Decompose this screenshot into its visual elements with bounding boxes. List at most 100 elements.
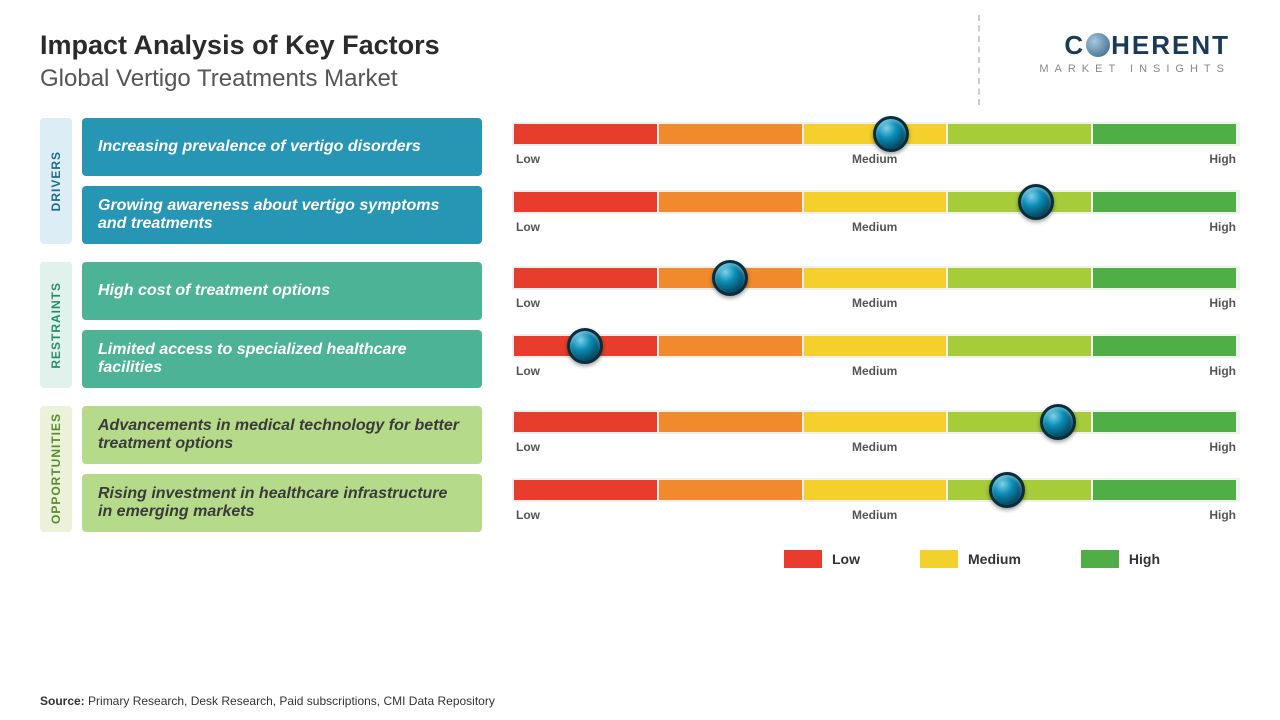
factors-column: Increasing prevalence of vertigo disorde… xyxy=(82,118,1240,244)
scale-label-high: High xyxy=(1209,152,1236,166)
factor-label: Limited access to specialized healthcare… xyxy=(82,330,482,388)
factor-label: High cost of treatment options xyxy=(82,262,482,320)
scale-label-low: Low xyxy=(516,364,540,378)
factors-column: High cost of treatment options Low Medium H… xyxy=(82,262,1240,388)
bar-segment xyxy=(1093,192,1236,212)
scale-label-medium: Medium xyxy=(852,364,897,378)
slider-knob xyxy=(1018,184,1054,220)
impact-slider: Low Medium High xyxy=(512,330,1240,378)
logo-wordmark: C HERENT xyxy=(1039,30,1230,61)
bar-segment xyxy=(948,336,1091,356)
source-text: Primary Research, Desk Research, Paid su… xyxy=(85,694,495,708)
scale-label-medium: Medium xyxy=(852,220,897,234)
title-block: Impact Analysis of Key Factors Global Ve… xyxy=(40,30,440,93)
scale-label-medium: Medium xyxy=(852,440,897,454)
scale-labels: Low Medium High xyxy=(512,364,1240,378)
impact-slider: Low Medium High xyxy=(512,118,1240,166)
scale-labels: Low Medium High xyxy=(512,152,1240,166)
scale-label-medium: Medium xyxy=(852,508,897,522)
gradient-bar xyxy=(512,190,1240,214)
scale-labels: Low Medium High xyxy=(512,508,1240,522)
factor-label: Growing awareness about vertigo symptoms… xyxy=(82,186,482,244)
group-label-text: DRIVERS xyxy=(49,151,63,211)
scale-label-medium: Medium xyxy=(852,152,897,166)
gradient-bar xyxy=(512,266,1240,290)
legend-label: Low xyxy=(832,551,860,567)
legend-swatch xyxy=(784,550,822,568)
scale-labels: LowMediumHigh xyxy=(512,440,1240,454)
legend-swatch xyxy=(920,550,958,568)
factor-group: OPPORTUNITIES Advancements in medical tec… xyxy=(40,406,1240,532)
logo-right: HERENT xyxy=(1111,30,1230,60)
factor-group: DRIVERS Increasing prevalence of vertigo … xyxy=(40,118,1240,244)
slider-knob xyxy=(989,472,1025,508)
factor-row: Increasing prevalence of vertigo disorde… xyxy=(82,118,1240,176)
bar-segment xyxy=(1093,412,1236,432)
impact-slider: LowMediumHigh xyxy=(512,262,1240,310)
group-label: DRIVERS xyxy=(40,118,72,244)
bar-segment xyxy=(804,480,947,500)
scale-label-low: Low xyxy=(516,440,540,454)
scale-label-low: Low xyxy=(516,508,540,522)
scale-label-high: High xyxy=(1209,296,1236,310)
scale-labels: LowMediumHigh xyxy=(512,296,1240,310)
bar-segment xyxy=(1093,124,1236,144)
main-title: Impact Analysis of Key Factors xyxy=(40,30,440,61)
brand-logo: C HERENT MARKET INSIGHTS xyxy=(1039,30,1240,75)
factor-label: Increasing prevalence of vertigo disorde… xyxy=(82,118,482,176)
bar-segment xyxy=(514,480,657,500)
factors-column: Advancements in medical technology for b… xyxy=(82,406,1240,532)
bar-segment xyxy=(659,192,802,212)
logo-tagline: MARKET INSIGHTS xyxy=(1039,63,1230,75)
sub-title: Global Vertigo Treatments Market xyxy=(40,65,440,93)
slider-knob xyxy=(567,328,603,364)
scale-label-high: High xyxy=(1209,508,1236,522)
gradient-bar xyxy=(512,122,1240,146)
header: Impact Analysis of Key Factors Global Ve… xyxy=(40,30,1240,93)
chart-container: Impact Analysis of Key Factors Global Ve… xyxy=(0,0,1280,578)
bar-segment xyxy=(659,480,802,500)
scale-label-low: Low xyxy=(516,152,540,166)
factor-row: Limited access to specialized healthcare… xyxy=(82,330,1240,388)
bar-segment xyxy=(659,124,802,144)
vertical-divider xyxy=(978,15,980,105)
scale-label-low: Low xyxy=(516,296,540,310)
slider-knob xyxy=(1040,404,1076,440)
legend-label: High xyxy=(1129,551,1160,567)
group-label-text: OPPORTUNITIES xyxy=(49,413,63,524)
bar-segment xyxy=(514,268,657,288)
bar-segment xyxy=(1093,336,1236,356)
impact-slider: LowMediumHigh xyxy=(512,406,1240,454)
bar-segment xyxy=(1093,480,1236,500)
impact-slider: LowMediumHigh xyxy=(512,186,1240,234)
factor-row: High cost of treatment options LowMediumH… xyxy=(82,262,1240,320)
logo-left: C xyxy=(1064,30,1085,60)
factor-label: Rising investment in healthcare infrastr… xyxy=(82,474,482,532)
group-label-text: RESTRAINTS xyxy=(49,282,63,369)
group-label: RESTRAINTS xyxy=(40,262,72,388)
bar-segment xyxy=(804,268,947,288)
slider-knob xyxy=(712,260,748,296)
scale-label-high: High xyxy=(1209,220,1236,234)
gradient-bar xyxy=(512,478,1240,502)
factor-group: RESTRAINTS High cost of treatment options… xyxy=(40,262,1240,388)
gradient-bar xyxy=(512,410,1240,434)
source-label: Source: xyxy=(40,694,85,708)
impact-slider: Low Medium High xyxy=(512,474,1240,522)
bar-segment xyxy=(948,124,1091,144)
factor-row: Growing awareness about vertigo symptoms… xyxy=(82,186,1240,244)
slider-knob xyxy=(873,116,909,152)
legend-item: Low xyxy=(784,550,860,568)
factor-row: Rising investment in healthcare infrastr… xyxy=(82,474,1240,532)
scale-labels: LowMediumHigh xyxy=(512,220,1240,234)
gradient-bar xyxy=(512,334,1240,358)
group-label: OPPORTUNITIES xyxy=(40,406,72,532)
scale-label-high: High xyxy=(1209,364,1236,378)
factor-groups: DRIVERS Increasing prevalence of vertigo … xyxy=(40,118,1240,532)
bar-segment xyxy=(514,412,657,432)
bar-segment xyxy=(514,124,657,144)
legend-item: High xyxy=(1081,550,1160,568)
legend: LowMediumHigh xyxy=(40,550,1240,568)
bar-segment xyxy=(804,336,947,356)
bar-segment xyxy=(514,192,657,212)
